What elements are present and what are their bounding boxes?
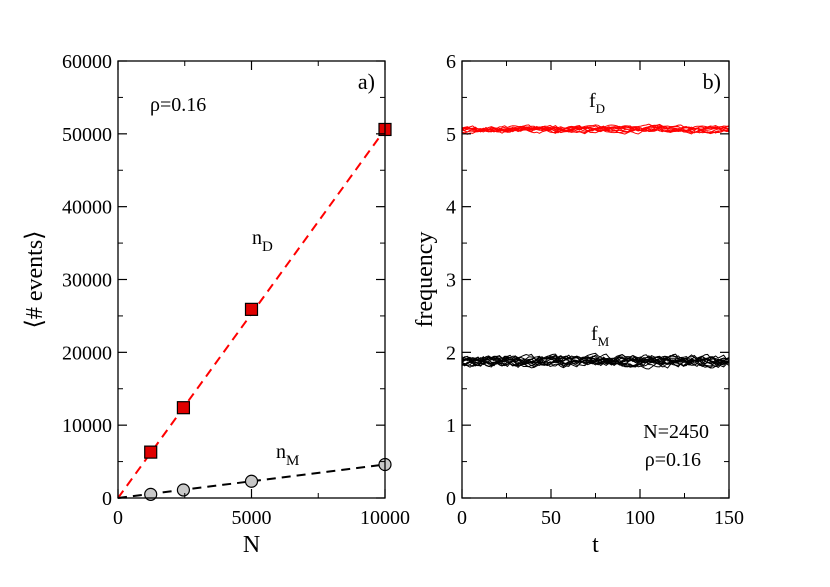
- panel-a-letter: a): [358, 69, 375, 94]
- panel-b-y-tick-label: 1: [446, 415, 456, 437]
- panel-a-y-tick-label: 40000: [62, 197, 112, 219]
- panel-b: 0 50 100 150 0 1 2 3 4 5 6 b) N=2450 ρ=0.16 t freq…: [412, 51, 744, 558]
- panel-b-letter: b): [703, 69, 721, 94]
- panel-b-series-label-fM-main: f: [591, 323, 598, 345]
- panel-a: 0 5000 10000 0 10000 20000 30000 40000 50000 6000…: [22, 51, 410, 558]
- panel-a-point-n_D: [144, 445, 158, 459]
- panel-a-x-tick-label: 0: [113, 507, 123, 529]
- panel-a-y-tick-label: 20000: [62, 342, 112, 364]
- panel-b-series-label-fM-sub: M: [598, 334, 610, 349]
- panel-a-y-tick-label: 0: [102, 488, 112, 510]
- panel-b-line-f_D: [461, 124, 730, 132]
- panel-a-frame: [117, 60, 386, 499]
- panel-a-x-tick-label: 10000: [360, 507, 410, 529]
- panel-a-y-axis-label: ⟨# events⟩: [22, 230, 48, 328]
- panel-b-line-f_M: [461, 358, 730, 369]
- panel-a-point-n_M: [176, 483, 191, 497]
- panel-a-y-tick-label: 50000: [62, 124, 112, 146]
- panel-b-ticks: 0 50 100 150 0 1 2 3 4 5 6: [446, 51, 744, 529]
- panel-a-series-label-nD-main: n: [252, 227, 262, 249]
- panel-b-series-label-fD-main: f: [589, 90, 596, 112]
- panel-a-series: [117, 122, 392, 501]
- panel-a-point-n_D: [176, 401, 191, 415]
- panel-b-y-tick-label: 4: [446, 197, 456, 219]
- panel-b-series-label-fD: fD: [589, 90, 605, 116]
- panel-a-ticks: 0 5000 10000 0 10000 20000 30000 40000 50000 6000…: [62, 51, 410, 529]
- panel-b-x-axis-label: t: [592, 532, 599, 558]
- panel-a-y-tick-label: 10000: [62, 415, 112, 437]
- panel-a-y-tick-label: 30000: [62, 270, 112, 292]
- panel-b-n-annotation: N=2450: [643, 421, 709, 443]
- panel-a-series-label-nM-sub: M: [286, 453, 299, 469]
- panel-a-series-label-nD: nD: [252, 227, 273, 255]
- panel-b-y-tick-label: 3: [446, 270, 456, 292]
- panel-b-x-tick-label: 50: [541, 507, 561, 529]
- panel-b-line-f_M: [461, 358, 730, 369]
- panel-a-point-n_M: [244, 474, 259, 488]
- panel-b-y-tick-label: 0: [446, 488, 456, 510]
- panel-a-x-axis-label: N: [243, 532, 260, 558]
- panel-a-series-label-nM: nM: [276, 441, 299, 469]
- panel-a-series-label-nM-main: n: [276, 441, 286, 463]
- panel-b-y-tick-label: 6: [446, 51, 456, 73]
- panel-a-series-label-nD-sub: D: [262, 239, 273, 255]
- panel-a-point-n_D: [244, 302, 259, 316]
- panel-b-x-tick-label: 0: [457, 507, 467, 529]
- panel-a-x-tick-label: 5000: [232, 507, 272, 529]
- panel-b-x-tick-label: 150: [714, 507, 744, 529]
- panel-b-y-tick-label: 2: [446, 342, 456, 364]
- panel-b-series-label-fM: fM: [591, 323, 610, 349]
- panel-b-line-f_D: [461, 126, 730, 134]
- panel-b-rho-annotation: ρ=0.16: [645, 449, 701, 471]
- panel-b-line-f_M: [461, 355, 730, 365]
- panel-b-y-axis-label: frequency: [412, 232, 438, 328]
- panel-a-y-tick-label: 60000: [62, 51, 112, 73]
- panel-b-series-label-fD-sub: D: [596, 101, 605, 116]
- panel-a-rho-annotation: ρ=0.16: [150, 94, 206, 116]
- panel-b-x-tick-label: 100: [625, 507, 655, 529]
- panel-b-series: [461, 123, 730, 370]
- panel-b-y-tick-label: 5: [446, 124, 456, 146]
